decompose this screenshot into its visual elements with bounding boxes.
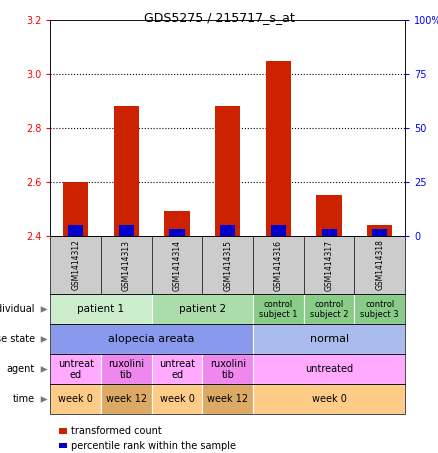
Text: ruxolini
tib: ruxolini tib [108,359,145,380]
Text: GSM1414315: GSM1414315 [223,240,232,290]
Bar [215,106,240,236]
Text: GSM1414317: GSM1414317 [325,240,334,290]
Text: time: time [13,395,35,405]
Text: GSM1414312: GSM1414312 [71,240,80,290]
Text: GSM1414316: GSM1414316 [274,240,283,290]
Bar [316,195,342,236]
Bar [114,106,139,236]
Text: untreated: untreated [305,365,353,375]
Bar [271,225,286,236]
Bar [321,229,337,236]
Text: week 0: week 0 [159,395,194,405]
Bar [68,225,83,236]
Text: individual: individual [0,304,35,314]
Bar [367,225,392,236]
Text: control
subject 2: control subject 2 [310,300,348,319]
Text: week 12: week 12 [207,395,248,405]
Text: untreat
ed: untreat ed [58,359,94,380]
Text: agent: agent [7,365,35,375]
Text: week 12: week 12 [106,395,147,405]
Bar [220,225,235,236]
Text: untreat
ed: untreat ed [159,359,195,380]
Text: control
subject 3: control subject 3 [360,300,399,319]
Text: normal: normal [310,334,349,344]
Text: control
subject 1: control subject 1 [259,300,298,319]
Text: patient 1: patient 1 [78,304,125,314]
Text: GSM1414313: GSM1414313 [122,240,131,290]
Bar [266,61,291,236]
Text: ruxolini
tib: ruxolini tib [210,359,246,380]
Text: transformed count: transformed count [71,426,162,436]
Bar [63,182,88,236]
Text: week 0: week 0 [58,395,93,405]
Bar [372,229,387,236]
Text: GDS5275 / 215717_s_at: GDS5275 / 215717_s_at [144,11,294,24]
Bar [164,212,190,236]
Text: percentile rank within the sample: percentile rank within the sample [71,441,237,451]
Bar [170,229,185,236]
Text: alopecia areata: alopecia areata [109,334,195,344]
Bar [119,225,134,236]
Text: GSM1414318: GSM1414318 [375,240,384,290]
Text: week 0: week 0 [312,395,346,405]
Text: disease state: disease state [0,334,35,344]
Text: GSM1414314: GSM1414314 [173,240,182,290]
Text: patient 2: patient 2 [179,304,226,314]
